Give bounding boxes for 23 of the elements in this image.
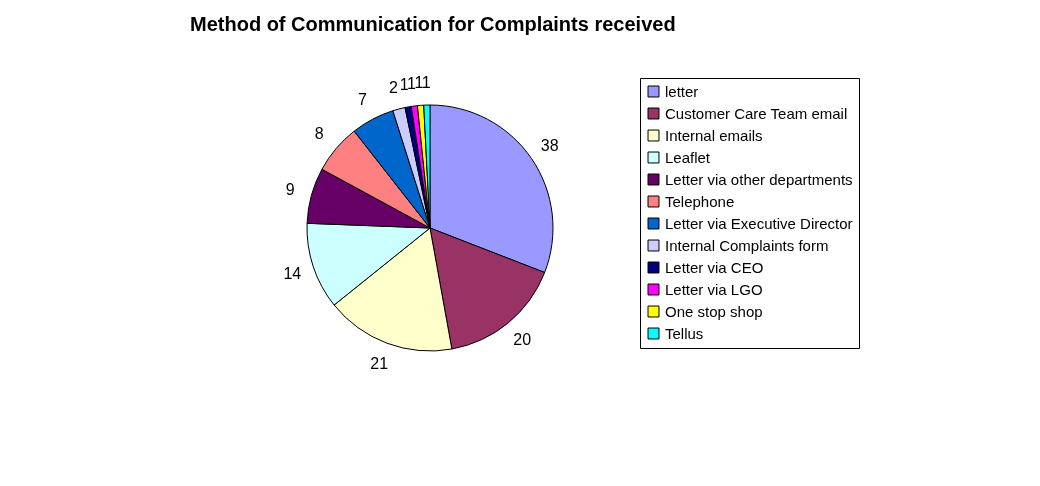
legend-label: Leaflet (665, 148, 711, 166)
legend-label: Telephone (665, 192, 735, 210)
legend-label: Tellus (665, 324, 704, 342)
legend-label: Internal emails (665, 126, 763, 144)
legend-label: Internal Complaints form (665, 236, 829, 254)
data-label: 8 (314, 125, 324, 143)
legend-label: Letter via Executive Director (665, 214, 853, 232)
chart-title: Method of Communication for Complaints received (190, 13, 676, 36)
data-label: 14 (283, 264, 302, 282)
data-label: 21 (370, 354, 389, 372)
data-label: 1 (414, 74, 424, 92)
legend-label: Customer Care Team email (665, 104, 848, 122)
legend-label: Letter via CEO (665, 258, 764, 276)
data-label: 38 (540, 137, 559, 155)
legend-label: letter (665, 82, 699, 100)
data-label: 2 (388, 78, 398, 96)
data-label: 1 (399, 76, 409, 94)
legend-label: One stop shop (665, 302, 763, 320)
legend-label: Letter via other departments (665, 170, 853, 188)
data-label: 20 (513, 330, 532, 348)
data-label: 7 (357, 90, 367, 108)
legend-label: Letter via LGO (665, 280, 763, 298)
data-label: 9 (285, 180, 295, 198)
